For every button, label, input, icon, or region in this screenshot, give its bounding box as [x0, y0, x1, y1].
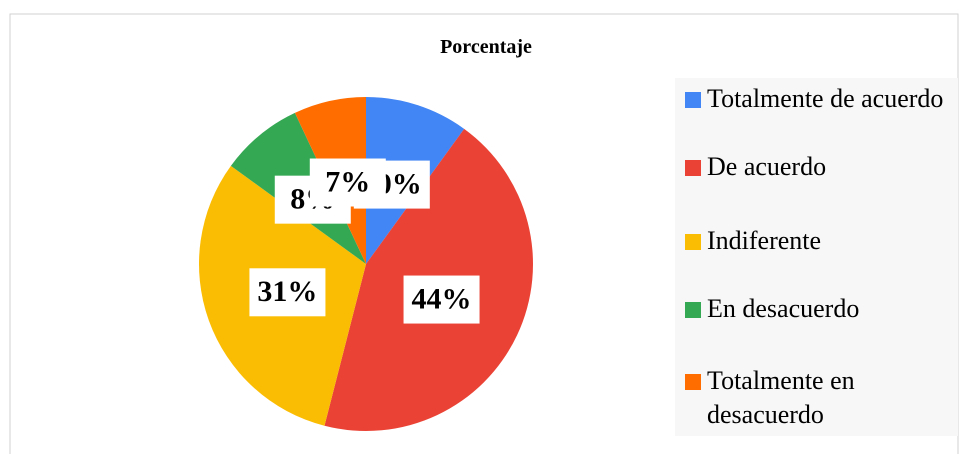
data-label: 7%	[309, 158, 386, 207]
label-box	[403, 275, 480, 324]
legend-label: Totalmente en desacuerdo	[707, 366, 855, 429]
legend-label: En desacuerdo	[707, 294, 860, 323]
label-box	[309, 158, 386, 207]
legend-swatch	[685, 160, 701, 176]
legend-item: En desacuerdo	[685, 292, 947, 326]
legend: Totalmente de acuerdo De acuerdo Indiferen…	[675, 78, 958, 436]
data-label: 44%	[403, 275, 480, 324]
chart-title: Porcentaje	[440, 36, 532, 58]
value-label: 44%	[412, 282, 472, 315]
legend-item: Totalmente en desacuerdo	[685, 364, 947, 432]
legend-label: Indiferente	[707, 226, 822, 255]
legend-swatch	[685, 302, 701, 318]
legend-label: De acuerdo	[707, 152, 827, 181]
legend-item: Totalmente de acuerdo	[685, 82, 947, 116]
label-box	[249, 268, 326, 317]
legend-item: Indiferente	[685, 224, 947, 258]
data-label: 31%	[249, 268, 326, 317]
legend-swatch	[685, 374, 701, 390]
legend-label: Totalmente de acuerdo	[707, 84, 944, 113]
legend-swatch	[685, 234, 701, 250]
value-label: 7%	[325, 165, 370, 198]
legend-swatch	[685, 92, 701, 108]
frame	[9, 13, 959, 454]
legend-item: De acuerdo	[685, 150, 947, 184]
value-label: 31%	[257, 275, 317, 308]
